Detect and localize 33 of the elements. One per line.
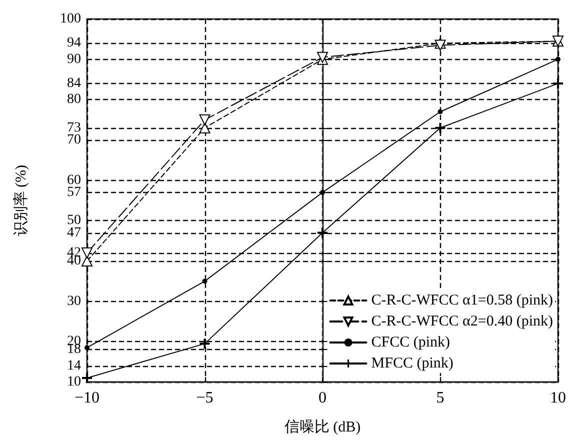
y-tick-label: 94 (67, 36, 81, 51)
y-tick-label: 14 (67, 358, 81, 374)
point (202, 278, 208, 284)
x-tick-label: 0 (318, 390, 326, 406)
legend-label: C-R-C-WFCC α1=0.58 (pink) (371, 292, 554, 308)
y-tick-label: 73 (67, 120, 81, 136)
x-tick-label: 5 (436, 390, 444, 406)
y-tick-label: 80 (67, 92, 81, 108)
y-tick-label: 30 (67, 294, 81, 309)
point (199, 114, 210, 126)
point (435, 122, 446, 133)
x-tick-label: −5 (196, 390, 214, 406)
point (438, 109, 443, 114)
y-tick-label: 70 (67, 132, 81, 148)
point (82, 372, 92, 383)
y-tick-label: 10 (67, 374, 81, 390)
y-tick-label: 84 (67, 76, 81, 92)
point (199, 122, 210, 134)
y-axis-title: 识别率 (%) (12, 164, 30, 236)
point (320, 190, 325, 195)
point (200, 338, 210, 349)
legend-label: MFCC (pink) (371, 356, 454, 372)
x-tick-label: 10 (550, 390, 566, 406)
legend-label: CFCC (pink) (371, 334, 450, 350)
y-tick-label: 100 (60, 12, 81, 26)
point (556, 56, 560, 62)
x-tick-label: −10 (74, 390, 100, 406)
point (553, 78, 563, 89)
y-tick-label: 90 (67, 52, 81, 67)
legend-label: C-R-C-WFCC α2=0.40 (pink) (371, 314, 554, 330)
point (84, 345, 90, 350)
point (318, 228, 328, 238)
x-axis-title: 信噪比 (dB) (284, 418, 361, 436)
